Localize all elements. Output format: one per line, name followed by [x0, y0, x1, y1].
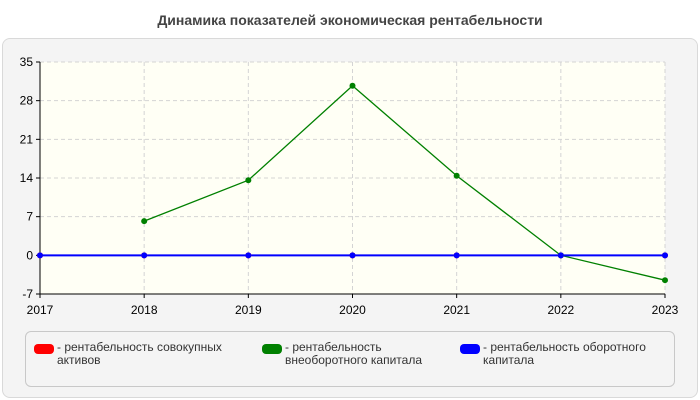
legend-swatch-total-assets [34, 344, 54, 354]
legend-item-working-capital: - рентабельность оборотного капитала [460, 341, 670, 367]
legend-item-total-assets: - рентабельность совокупных активов [34, 341, 244, 367]
y-tick-label: 21 [20, 132, 34, 146]
x-tick-label: 2018 [131, 303, 158, 317]
legend-item-noncurrent-capital: - рентабельность внеоборотного капитала [262, 341, 452, 367]
x-tick-label: 2022 [547, 303, 574, 317]
chart-area: -7 0 7 14 21 28 35 2017 2018 2019 2020 2021 2022 202… [20, 55, 679, 317]
y-tick-label: 0 [26, 248, 33, 262]
x-axis-ticks: 2017 2018 2019 2020 2021 2022 2023 [27, 294, 679, 317]
legend-swatch-noncurrent-capital [262, 344, 282, 354]
data-point-working-capital [37, 252, 43, 259]
legend-label-working-capital: - рентабельность оборотного капитала [483, 340, 646, 367]
data-point-noncurrent-capital [245, 177, 252, 184]
y-tick-label: -7 [22, 287, 33, 301]
data-point-noncurrent-capital [141, 218, 148, 225]
y-tick-label: 28 [20, 94, 34, 108]
x-tick-label: 2023 [652, 303, 679, 317]
data-point-noncurrent-capital [349, 82, 356, 89]
x-tick-label: 2021 [443, 303, 470, 317]
data-point-working-capital [349, 252, 356, 259]
chart-title: Динамика показателей экономическая рента… [157, 12, 543, 28]
series-points [37, 82, 668, 284]
data-point-noncurrent-capital [453, 172, 460, 179]
data-point-working-capital [453, 252, 460, 259]
x-tick-label: 2017 [27, 303, 54, 317]
series-line-noncurrent-capital [143, 84, 666, 281]
y-tick-label: 14 [20, 171, 34, 185]
x-tick-label: 2020 [339, 303, 366, 317]
data-point-working-capital [662, 252, 668, 259]
y-tick-label: 35 [20, 55, 34, 69]
legend-label-noncurrent-capital: - рентабельность внеоборотного капитала [285, 340, 422, 367]
data-point-working-capital [245, 252, 252, 259]
data-point-working-capital [141, 252, 148, 259]
chart-legend: - рентабельность совокупных активов - ре… [25, 331, 675, 387]
legend-swatch-working-capital [460, 344, 480, 354]
y-axis-ticks: -7 0 7 14 21 28 35 [20, 55, 40, 301]
data-point-working-capital [557, 252, 564, 259]
y-tick-label: 7 [26, 210, 33, 224]
data-point-noncurrent-capital [662, 277, 668, 284]
legend-label-total-assets: - рентабельность совокупных активов [57, 340, 222, 367]
x-tick-label: 2019 [235, 303, 262, 317]
